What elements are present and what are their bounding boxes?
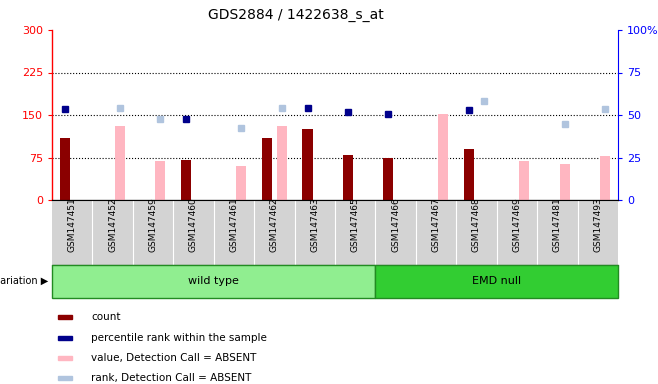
Text: rank, Detection Call = ABSENT: rank, Detection Call = ABSENT: [91, 373, 251, 384]
Bar: [376, 265, 618, 298]
Bar: [115, 126, 125, 200]
Bar: [559, 164, 570, 200]
Bar: [343, 155, 353, 200]
Text: percentile rank within the sample: percentile rank within the sample: [91, 333, 267, 343]
Bar: [519, 161, 529, 200]
Bar: [303, 129, 313, 200]
Bar: [384, 157, 393, 200]
Bar: [236, 166, 246, 200]
Bar: [52, 265, 376, 298]
Bar: [58, 336, 72, 340]
Text: wild type: wild type: [188, 276, 239, 286]
Text: value, Detection Call = ABSENT: value, Detection Call = ABSENT: [91, 353, 257, 363]
Bar: [58, 356, 72, 361]
Bar: [276, 126, 287, 200]
Bar: [464, 149, 474, 200]
Text: count: count: [91, 312, 120, 322]
Bar: [262, 138, 272, 200]
Bar: [600, 156, 610, 200]
Text: GDS2884 / 1422638_s_at: GDS2884 / 1422638_s_at: [208, 8, 384, 22]
Bar: [181, 161, 191, 200]
Bar: [155, 161, 165, 200]
Bar: [438, 114, 448, 200]
Text: EMD null: EMD null: [472, 276, 521, 286]
Bar: [58, 315, 72, 319]
Bar: [60, 138, 70, 200]
Text: genotype/variation ▶: genotype/variation ▶: [0, 276, 48, 286]
Bar: [58, 376, 72, 381]
